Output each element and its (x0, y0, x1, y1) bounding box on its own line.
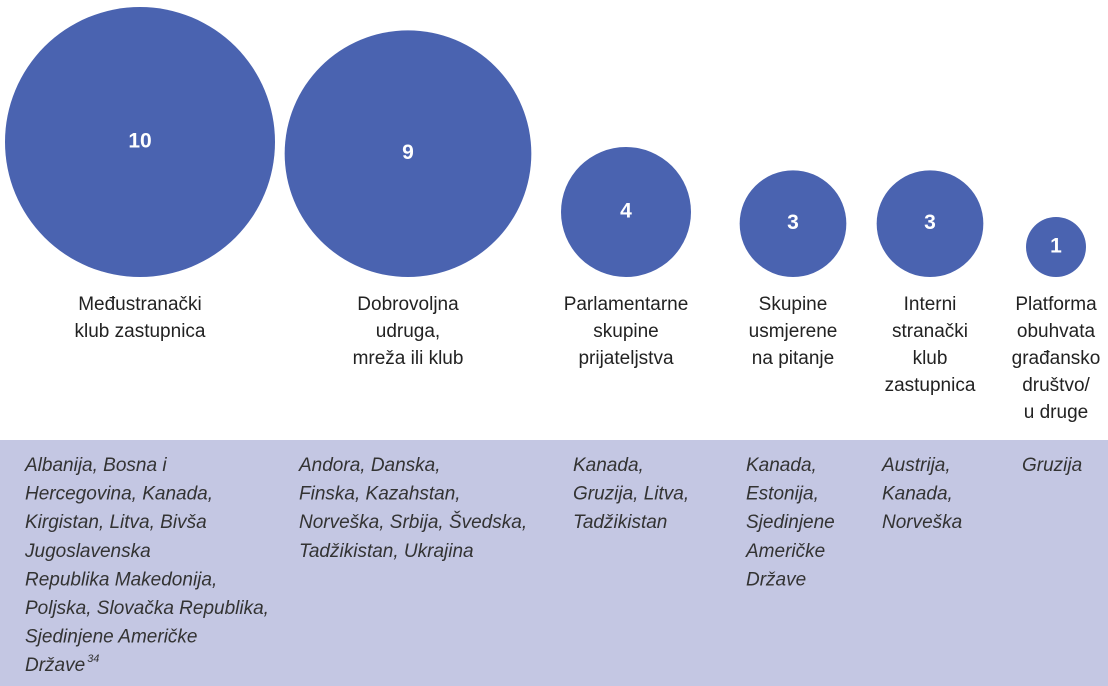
bubble (561, 147, 691, 277)
bubble (5, 7, 275, 277)
bubble-value: 3 (787, 211, 799, 234)
country-list: Hercegovina, Kanada, (25, 484, 213, 505)
country-list: Albanija, Bosna i (24, 455, 167, 476)
country-list: Kanada, (746, 455, 817, 476)
bubble-value: 1 (1050, 235, 1062, 258)
country-list: Države (25, 655, 85, 676)
bubble-value: 3 (924, 211, 936, 234)
category-label: Interni (904, 294, 957, 315)
country-list: Norveška (882, 512, 962, 533)
category-label: usmjerene (749, 321, 838, 342)
country-list: Gruzija (1022, 455, 1082, 476)
country-list: Kanada, (882, 484, 953, 505)
country-list: Sjedinjene Američke (25, 627, 198, 648)
category-label: udruga, (376, 321, 440, 342)
category-label: Parlamentarne (564, 294, 689, 315)
category-label: zastupnica (885, 375, 976, 396)
bubble (876, 170, 984, 277)
category-label: prijateljstva (578, 348, 673, 369)
country-list: Sjedinjene (746, 512, 835, 533)
country-list: Kanada, (573, 455, 644, 476)
bubble (284, 30, 532, 277)
category-label: stranački (892, 321, 968, 342)
category-label: društvo/ (1022, 375, 1090, 396)
category-label: Skupine (759, 294, 828, 315)
country-list: Tadžikistan, Ukrajina (299, 541, 474, 562)
footnote-mark: 34 (87, 653, 99, 665)
country-list: Kirgistan, Litva, Bivša (25, 512, 207, 533)
category-label: klub zastupnica (75, 321, 206, 342)
country-list: Republika Makedonija, (25, 569, 217, 590)
country-list: Jugoslavenska (24, 541, 151, 562)
category-label: Dobrovoljna (357, 294, 459, 315)
country-list: Norveška, Srbija, Švedska, (299, 511, 527, 533)
country-list: Države (746, 569, 806, 590)
country-list: Andora, Danska, (298, 455, 441, 476)
category-label: na pitanje (752, 348, 834, 369)
bubble-value: 9 (402, 141, 414, 164)
country-list: Tadžikistan (573, 512, 667, 533)
category-label: Platforma (1015, 294, 1097, 315)
category-label: u druge (1024, 402, 1088, 423)
category-label: Međustranački (78, 294, 202, 315)
bubble-value: 10 (128, 130, 151, 153)
category-label: skupine (593, 321, 659, 342)
country-list: Poljska, Slovačka Republika, (25, 598, 269, 619)
bubble (739, 170, 847, 277)
country-list: Finska, Kazahstan, (299, 484, 461, 505)
country-panel (0, 440, 1108, 686)
category-label: mreža ili klub (353, 348, 464, 369)
category-label: građansko (1012, 348, 1101, 369)
category-label: obuhvata (1017, 321, 1096, 342)
country-list: Gruzija, Litva, (573, 484, 689, 505)
country-list: Američke (745, 541, 825, 562)
bubble-value: 4 (620, 200, 632, 223)
country-list: Estonija, (746, 484, 819, 505)
category-label: klub (913, 348, 948, 369)
bubble (1026, 217, 1086, 277)
country-list: Austrija, (881, 455, 951, 476)
